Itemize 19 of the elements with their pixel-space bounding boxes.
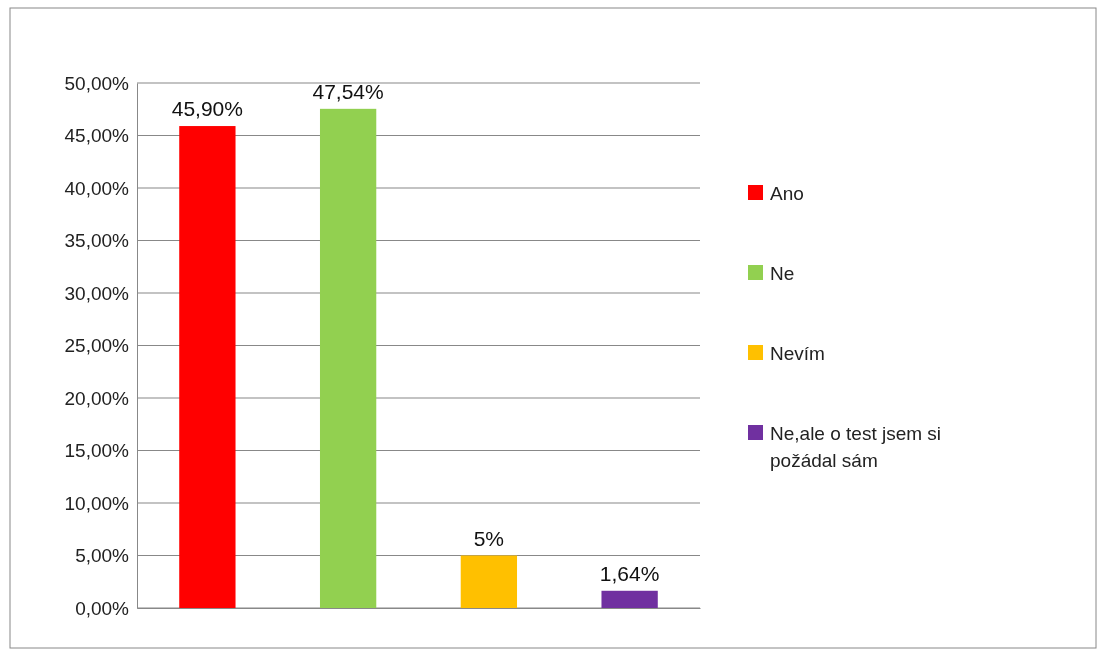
y-tick-label: 20,00%	[64, 387, 130, 409]
legend-label: Ne	[770, 263, 795, 284]
y-tick-label: 50,00%	[64, 72, 130, 94]
legend-label: Ano	[770, 183, 804, 204]
legend-label: Nevím	[770, 343, 825, 364]
data-label: 45,90%	[171, 97, 243, 121]
y-tick-label: 35,00%	[64, 230, 130, 252]
y-tick-label: 5,00%	[75, 545, 130, 567]
legend-label: Ne,ale o test jsem si požádal sám	[770, 423, 942, 471]
y-tick-label: 25,00%	[64, 335, 130, 357]
y-tick-label: 40,00%	[64, 177, 130, 199]
y-tick-label: 10,00%	[64, 492, 130, 514]
data-label: 5%	[473, 526, 505, 550]
y-tick-label: 15,00%	[64, 440, 130, 462]
y-tick-label: 30,00%	[64, 282, 130, 304]
data-label: 47,54%	[312, 79, 384, 103]
y-tick-label: 45,00%	[64, 125, 130, 147]
data-label: 1,64%	[599, 561, 660, 585]
y-tick-label: 0,00%	[75, 597, 130, 619]
